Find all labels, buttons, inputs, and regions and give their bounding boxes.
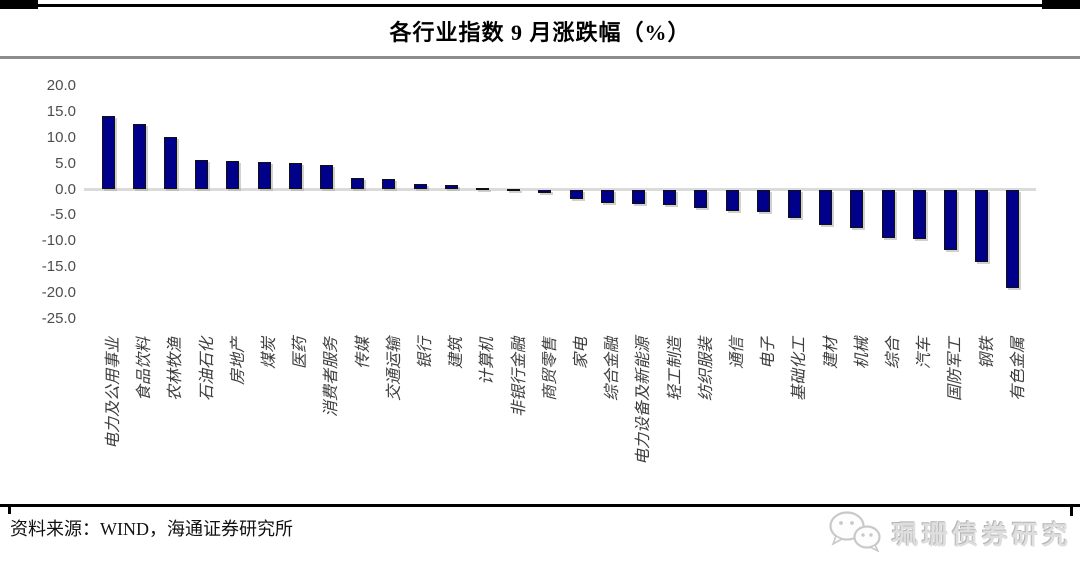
x-axis-label: 轻工制造 bbox=[666, 337, 684, 402]
x-axis-label: 房地产 bbox=[229, 337, 247, 386]
bar bbox=[1006, 189, 1020, 288]
bar bbox=[538, 189, 552, 194]
bar bbox=[413, 184, 427, 190]
bar bbox=[756, 189, 770, 212]
bar bbox=[881, 189, 895, 238]
x-axis-label: 通信 bbox=[729, 337, 746, 370]
x-axis-label: 银行 bbox=[417, 337, 434, 370]
x-axis-label: 农林牧渔 bbox=[167, 337, 185, 402]
bar bbox=[850, 189, 864, 229]
bar bbox=[257, 161, 271, 190]
x-axis-label: 国防军工 bbox=[947, 337, 965, 402]
x-axis-label: 交通运输 bbox=[385, 337, 403, 402]
bar bbox=[319, 164, 333, 190]
bar bbox=[600, 189, 614, 204]
y-axis-tick-label: 10.0 bbox=[46, 128, 76, 146]
bar bbox=[507, 188, 521, 191]
x-axis-label: 计算机 bbox=[479, 337, 497, 386]
bar bbox=[912, 189, 926, 239]
x-axis-label: 食品饮料 bbox=[136, 337, 154, 402]
x-axis-label: 有色金属 bbox=[1009, 337, 1027, 402]
x-axis-label: 基础化工 bbox=[791, 337, 809, 402]
x-axis-label: 商贸零售 bbox=[541, 337, 559, 402]
x-axis-label: 石油石化 bbox=[198, 337, 216, 402]
bar bbox=[195, 159, 209, 190]
y-axis-tick-label: 0.0 bbox=[55, 180, 76, 198]
x-axis-label: 纺织服装 bbox=[697, 337, 715, 402]
bar bbox=[444, 185, 458, 190]
x-axis-label: 电力及公用事业 bbox=[105, 337, 122, 450]
x-axis-label: 综合 bbox=[885, 337, 902, 370]
bar bbox=[631, 189, 645, 205]
footer-rule-tick-left bbox=[8, 506, 11, 514]
chart-plot: 20.0 15.0 10.0 5.0 0.0 -5.0 -10.0 -15.0 -20.0 -25… bbox=[41, 76, 1036, 466]
x-axis-label: 建筑 bbox=[448, 337, 466, 370]
y-axis-tick-label: -15.0 bbox=[41, 258, 76, 276]
y-axis-tick-label: -25.0 bbox=[41, 310, 76, 328]
y-axis-tick-label: 20.0 bbox=[46, 76, 76, 94]
bar bbox=[787, 189, 801, 219]
bar bbox=[725, 189, 739, 212]
bar bbox=[943, 189, 957, 251]
x-axis-label: 建材 bbox=[822, 337, 840, 370]
y-axis-tick-label: 5.0 bbox=[55, 154, 76, 172]
x-axis-label: 医药 bbox=[292, 337, 310, 370]
bar bbox=[101, 116, 115, 190]
x-axis-label: 传媒 bbox=[354, 337, 372, 370]
top-border-rule bbox=[0, 4, 1080, 7]
bar bbox=[382, 178, 396, 190]
bar bbox=[475, 187, 489, 190]
bar bbox=[569, 189, 583, 199]
bar bbox=[351, 178, 365, 190]
watermark-text: 珮珊债券研究 bbox=[891, 521, 1072, 550]
chart-title: 各行业指数 9 月涨跌幅（%） bbox=[389, 20, 691, 45]
x-axis-label: 机械 bbox=[853, 337, 871, 370]
x-axis-label: 钢铁 bbox=[978, 337, 996, 370]
y-axis-tick-label: -10.0 bbox=[41, 232, 76, 250]
x-axis-label: 汽车 bbox=[916, 337, 934, 370]
bar bbox=[663, 189, 677, 205]
bar bbox=[288, 163, 302, 190]
bar bbox=[163, 136, 177, 190]
bar bbox=[975, 189, 989, 262]
x-axis-label: 电力设备及新能源 bbox=[635, 337, 653, 466]
zero-axis-line bbox=[84, 188, 1036, 191]
x-axis-label: 非银行金融 bbox=[510, 337, 528, 418]
bar bbox=[226, 160, 240, 190]
wechat-icon bbox=[826, 510, 884, 557]
y-axis-tick-label: 15.0 bbox=[46, 102, 76, 120]
x-axis-label: 综合金融 bbox=[604, 337, 622, 402]
footer-rule-tick-right bbox=[1070, 506, 1073, 516]
y-axis-tick-label: -5.0 bbox=[50, 206, 76, 224]
data-source-note: 资料来源：WIND，海通证券研究所 bbox=[10, 519, 293, 539]
bar bbox=[694, 189, 708, 208]
bar bbox=[819, 189, 833, 226]
bar bbox=[132, 123, 146, 190]
y-axis-tick-label: -20.0 bbox=[41, 284, 76, 302]
title-underline bbox=[0, 56, 1080, 59]
top-border-cap-right bbox=[1042, 0, 1080, 9]
x-axis-label: 消费者服务 bbox=[323, 337, 341, 418]
x-axis-label: 电子 bbox=[760, 337, 778, 370]
footer-rule bbox=[0, 504, 1080, 507]
x-axis-label: 家电 bbox=[573, 337, 590, 370]
watermark: 珮珊债券研究 bbox=[826, 510, 1072, 557]
x-axis-label: 煤炭 bbox=[261, 337, 278, 370]
